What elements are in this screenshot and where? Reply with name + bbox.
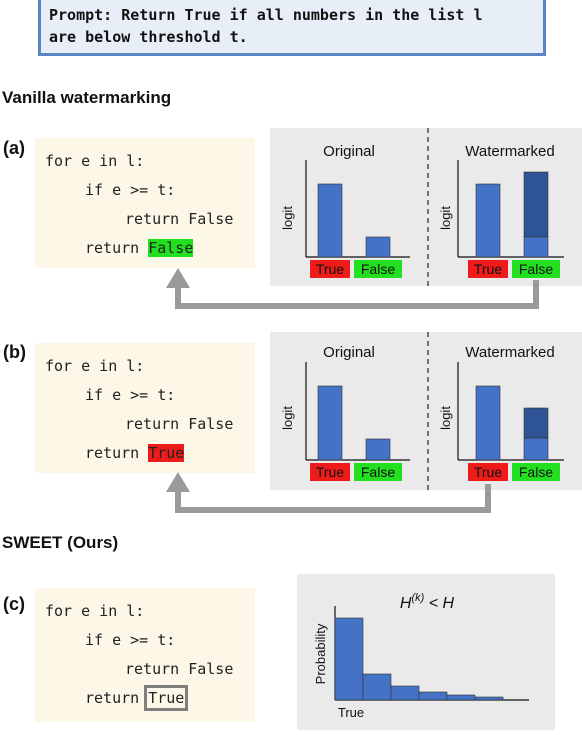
final-token-highlight: True xyxy=(148,444,185,462)
category-label-true: True xyxy=(474,261,502,277)
label-bg-false xyxy=(512,463,560,481)
label-bg-true xyxy=(310,463,350,481)
panel-label-a: (a) xyxy=(3,138,25,158)
code-line: return False xyxy=(85,239,194,257)
chart-panel-a: Original logit True False Watermarked lo… xyxy=(270,128,582,286)
code-box-a: for e in l: if e >= t: return False retu… xyxy=(35,138,255,268)
axis-label-y: logit xyxy=(280,206,295,230)
code-line: if e >= t: xyxy=(85,631,176,649)
prompt-box: Prompt: Return True if all numbers in th… xyxy=(38,0,546,56)
code-line: return False xyxy=(125,415,234,433)
chart-svg-b: Original logit True False Watermarked lo… xyxy=(280,332,564,490)
section-heading-sweet: SWEET (Ours) xyxy=(2,533,119,552)
prompt-line-1: Prompt: Return True if all numbers in th… xyxy=(49,6,483,24)
axis-label-y: Probability xyxy=(313,623,328,684)
bar-true-original xyxy=(317,385,343,461)
chart-svg-c: H(k) < H Probability True xyxy=(313,592,529,720)
chart-title: H(k) < H xyxy=(400,592,455,612)
bar-true-original xyxy=(317,183,343,258)
code-return-keyword: return xyxy=(85,239,149,257)
code-line: return True xyxy=(85,685,189,711)
panel-label-b: (b) xyxy=(3,342,26,362)
category-label-true: True xyxy=(316,464,344,480)
chart-title: Original xyxy=(323,143,375,160)
bar-true-watermarked xyxy=(475,385,501,461)
code-box-c: for e in l: if e >= t: return False retu… xyxy=(35,588,255,722)
prob-bar-5 xyxy=(446,694,476,701)
prob-bar-3 xyxy=(390,685,420,701)
chart-panel-c: H(k) < H Probability True xyxy=(297,574,555,730)
x-label-true: True xyxy=(338,705,364,720)
code-line: if e >= t: xyxy=(85,386,176,404)
code-line: return False xyxy=(125,660,234,678)
arrow-head xyxy=(166,472,190,492)
code-line: for e in l: xyxy=(45,602,145,620)
axis-label-y: logit xyxy=(280,406,295,430)
bar-true-watermarked xyxy=(475,183,501,258)
bar-false-original xyxy=(365,438,391,461)
prob-bar-6 xyxy=(474,696,504,701)
bar-false-watermarked-bias xyxy=(523,407,549,439)
code-return-keyword: return xyxy=(85,689,149,707)
bar-false-watermarked xyxy=(523,236,549,258)
code-line: return False xyxy=(125,210,234,228)
category-label-false: False xyxy=(519,464,553,480)
chart-title: Original xyxy=(323,344,375,361)
final-token-box: True xyxy=(144,685,189,711)
label-bg-false xyxy=(354,260,402,278)
category-label-false: False xyxy=(361,261,395,277)
bar-false-watermarked xyxy=(523,437,549,461)
label-bg-false xyxy=(354,463,402,481)
chart-title: Watermarked xyxy=(465,143,554,160)
chart-svg-a: Original logit True False Watermarked lo… xyxy=(280,128,564,286)
label-bg-true xyxy=(468,260,508,278)
code-line: for e in l: xyxy=(45,152,145,170)
code-return-keyword: return xyxy=(85,444,149,462)
prob-bar-2 xyxy=(362,673,392,701)
category-label-false: False xyxy=(361,464,395,480)
code-line: return True xyxy=(85,444,185,462)
code-line: if e >= t: xyxy=(85,181,176,199)
final-token-highlight: False xyxy=(148,239,194,257)
panel-label-c: (c) xyxy=(3,594,25,614)
category-label-true: True xyxy=(316,261,344,277)
prompt-line-2: are below threshold t. xyxy=(49,28,248,46)
axis-label-y: logit xyxy=(438,206,453,230)
label-bg-true xyxy=(468,463,508,481)
axis-label-y: logit xyxy=(438,406,453,430)
prob-bar-1 xyxy=(334,617,364,701)
code-line: for e in l: xyxy=(45,357,145,375)
code-box-b: for e in l: if e >= t: return False retu… xyxy=(35,343,255,473)
category-label-false: False xyxy=(519,261,553,277)
chart-panel-b: Original logit True False Watermarked lo… xyxy=(270,332,582,490)
bar-false-watermarked-bias xyxy=(523,171,549,238)
arrow-head xyxy=(166,268,190,288)
label-bg-false xyxy=(512,260,560,278)
chart-title: Watermarked xyxy=(465,344,554,361)
prob-bar-4 xyxy=(418,691,448,701)
section-heading-vanilla: Vanilla watermarking xyxy=(2,88,172,107)
category-label-true: True xyxy=(474,464,502,480)
label-bg-true xyxy=(310,260,350,278)
bar-false-original xyxy=(365,236,391,258)
